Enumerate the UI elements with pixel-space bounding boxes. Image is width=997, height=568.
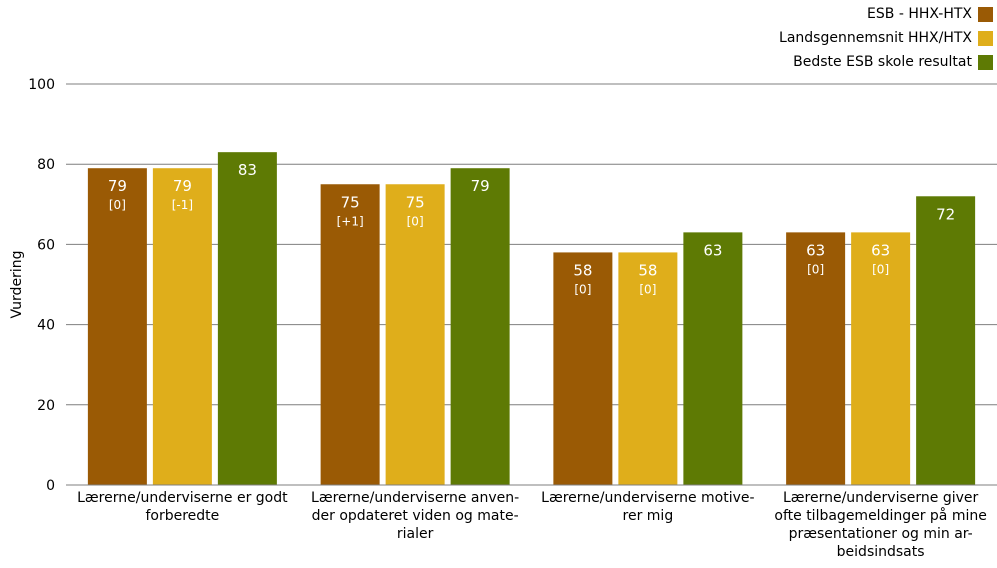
x-tick-label: Lærerne/underviserne anven-	[311, 490, 519, 506]
x-tick-label: beidsindsats	[837, 544, 925, 560]
bar	[618, 252, 678, 485]
data-label: 63	[871, 241, 890, 259]
x-tick-label: rer mig	[623, 508, 674, 524]
bar	[450, 168, 510, 485]
data-label: 79	[108, 177, 127, 195]
y-tick-label: 80	[37, 157, 55, 173]
bar	[851, 232, 911, 485]
x-tick-label: ofte tilbagemeldinger på mine	[774, 507, 986, 524]
data-label: 72	[936, 205, 955, 223]
y-tick-label: 20	[37, 398, 55, 414]
data-label: 75	[406, 193, 425, 211]
data-label: 63	[806, 241, 825, 259]
bar	[87, 168, 147, 485]
legend: ESB - HHX-HTX Landsgennemsnit HHX/HTX Be…	[0, 0, 997, 80]
data-sub-label: [0]	[407, 214, 424, 228]
y-tick-label: 40	[37, 318, 55, 334]
data-sub-label: [-1]	[172, 198, 193, 212]
bar	[385, 184, 445, 485]
data-sub-label: [0]	[574, 282, 591, 296]
x-tick-label: rialer	[397, 526, 434, 542]
data-sub-label: [0]	[109, 198, 126, 212]
bar	[786, 232, 846, 485]
data-label: 75	[341, 193, 360, 211]
bar	[683, 232, 743, 485]
data-label: 83	[238, 161, 257, 179]
data-label: 63	[703, 241, 722, 259]
legend-item-esb: ESB - HHX-HTX	[867, 6, 993, 22]
y-tick-label: 100	[28, 77, 55, 93]
legend-swatch-landsgennemsnit	[978, 30, 993, 46]
legend-label-landsgennemsnit: Landsgennemsnit HHX/HTX	[779, 30, 972, 46]
y-tick-label: 0	[46, 478, 55, 494]
data-label: 58	[638, 261, 657, 279]
data-label: 79	[471, 177, 490, 195]
data-label: 58	[573, 261, 592, 279]
y-tick-label: 60	[37, 237, 55, 253]
x-tick-label: Lærerne/underviserne er godt	[77, 490, 288, 506]
y-axis-label: Vurdering	[9, 251, 25, 319]
bar	[152, 168, 212, 485]
legend-item-landsgennemsnit: Landsgennemsnit HHX/HTX	[779, 30, 993, 46]
legend-label-esb: ESB - HHX-HTX	[867, 6, 972, 22]
bar	[320, 184, 380, 485]
bar	[553, 252, 613, 485]
x-tick-label: forberedte	[145, 508, 219, 524]
data-sub-label: [0]	[639, 282, 656, 296]
bar	[217, 152, 277, 486]
x-tick-label: præsentationer og min ar-	[789, 526, 973, 542]
data-sub-label: [0]	[872, 262, 889, 276]
legend-item-bedste: Bedste ESB skole resultat	[793, 54, 993, 70]
data-sub-label: [0]	[807, 262, 824, 276]
x-tick-label: Lærerne/underviserne giver	[783, 490, 979, 506]
legend-label-bedste: Bedste ESB skole resultat	[793, 54, 972, 70]
x-tick-label: der opdateret viden og mate-	[312, 508, 519, 524]
x-tick-label: Lærerne/underviserne motive-	[541, 490, 754, 506]
data-sub-label: [+1]	[337, 214, 364, 228]
bar	[916, 196, 976, 485]
data-label: 79	[173, 177, 192, 195]
legend-swatch-esb	[978, 6, 993, 22]
legend-swatch-bedste	[978, 54, 993, 70]
